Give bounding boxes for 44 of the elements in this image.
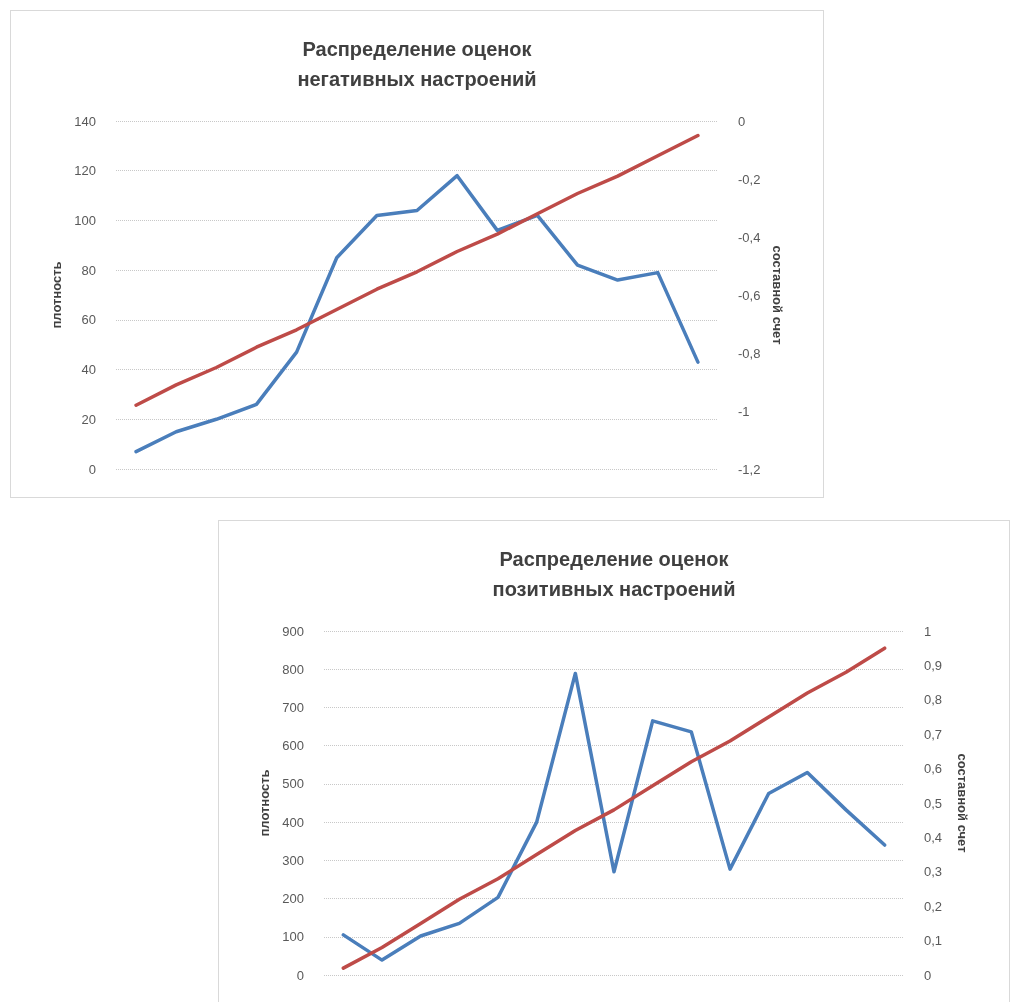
y-tick-label: 120 [74, 163, 96, 179]
chart-title: Распределение оценок позитивных настроений [492, 548, 736, 600]
y2-tick-label: -1,2 [738, 461, 761, 477]
y-tick-label: 20 [81, 411, 96, 427]
y-tick-label: 200 [282, 891, 304, 907]
y-tick-label: 100 [282, 929, 304, 945]
y-tick-label: 0 [296, 967, 304, 983]
y-tick-label: 800 [282, 661, 304, 677]
y2-tick-label: -0,2 [738, 171, 761, 187]
y2-tick-label: 0,7 [924, 726, 943, 742]
y-tick-label: 900 [282, 623, 304, 639]
y2-tick-label: 0,5 [924, 795, 943, 811]
line-series [134, 133, 700, 407]
y2-tick-label: -1 [738, 403, 750, 419]
y-tick-label: 600 [282, 738, 304, 754]
y2-tick-label: -0,6 [738, 287, 761, 303]
y-tick-label: 500 [282, 776, 304, 792]
y2-axis-title: составной счет [770, 245, 786, 345]
y2-tick-label: 0,3 [924, 864, 943, 880]
chart-title: Распределение оценок негативных настроений [297, 38, 537, 90]
y2-tick-label: -0,8 [738, 345, 761, 361]
y2-tick-label: 0,2 [924, 898, 943, 914]
y-tick-label: 0 [88, 461, 96, 477]
y2-tick-label: 0 [924, 967, 932, 983]
line-series [134, 173, 700, 454]
y2-tick-label: 0,6 [924, 761, 943, 777]
y2-tick-label: 0 [738, 113, 746, 129]
y-tick-label: 60 [81, 312, 96, 328]
y-tick-label: 140 [74, 113, 96, 129]
y-tick-label: 300 [282, 852, 304, 868]
y-tick-label: 100 [74, 212, 96, 228]
y-tick-label: 700 [282, 699, 304, 715]
y-tick-label: 40 [81, 362, 96, 378]
y2-tick-label: 0,1 [924, 933, 943, 949]
y2-axis-title: составной счет [955, 753, 970, 853]
y-axis-title: плотность [49, 261, 65, 329]
y-tick-label: 80 [81, 262, 96, 278]
y-axis-title: плотность [257, 769, 273, 837]
y2-tick-label: 0,4 [924, 829, 943, 845]
y-tick-label: 400 [282, 814, 304, 830]
y2-tick-label: 0,9 [924, 657, 943, 673]
y2-tick-label: -0,4 [738, 229, 761, 245]
y2-tick-label: 0,8 [924, 692, 943, 708]
y2-tick-label: 1 [924, 623, 932, 639]
